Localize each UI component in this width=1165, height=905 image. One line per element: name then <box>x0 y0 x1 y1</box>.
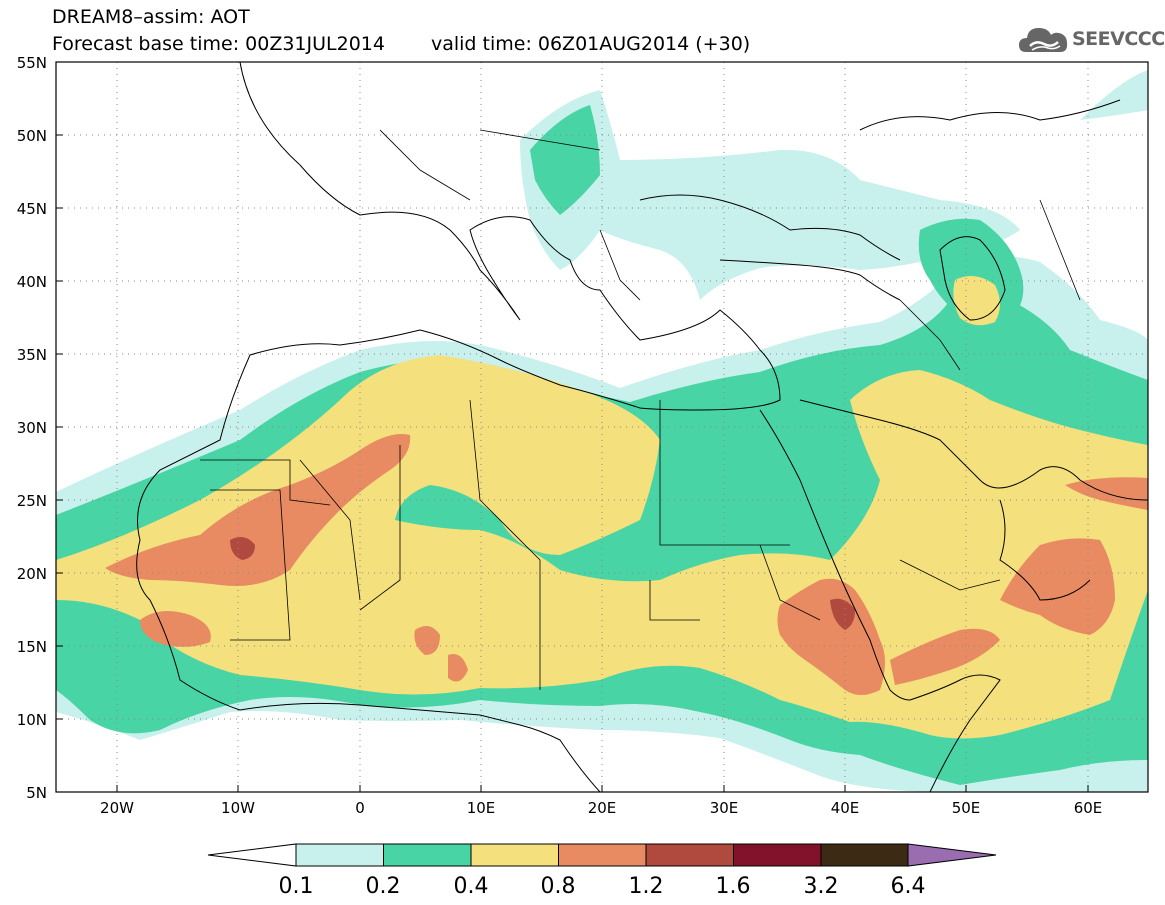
colorbar-box <box>470 843 559 867</box>
lat-label: 20N <box>17 565 47 583</box>
colorbar-label: 1.6 <box>716 874 751 899</box>
colorbar-box <box>383 843 472 867</box>
aot-level-1-2-mauritania <box>230 536 255 560</box>
colorbar-label: 0.8 <box>541 874 576 899</box>
lat-label: 30N <box>17 419 47 437</box>
lat-label: 40N <box>17 273 47 291</box>
aot-field <box>56 62 1148 792</box>
lon-label: 40E <box>831 799 860 817</box>
lon-label: 20W <box>100 799 134 817</box>
lat-label: 45N <box>17 200 47 218</box>
tick-marks <box>56 134 1089 792</box>
graticule <box>56 62 1148 792</box>
colorbar-label: 0.2 <box>366 874 401 899</box>
aot-level-0-8-small1 <box>414 626 440 655</box>
colorbar-label: 0.1 <box>279 874 314 899</box>
aot-level-0-8-small2 <box>448 654 468 682</box>
logo-text: SEEVCCC <box>1072 28 1165 50</box>
base-time: Forecast base time: 00Z31JUL2014 <box>52 33 385 55</box>
colorbar-box <box>733 843 822 867</box>
lon-label: 60E <box>1074 799 1103 817</box>
lat-label: 5N <box>26 784 47 802</box>
colorbar-box <box>820 843 909 867</box>
seevccc-logo: SEEVCCC <box>1018 22 1165 56</box>
lon-label: 50E <box>952 799 981 817</box>
lat-label: 55N <box>17 54 47 72</box>
aot-level-1-2-sudan <box>830 598 855 630</box>
coastlines <box>136 62 1148 792</box>
colorbar-label: 6.4 <box>891 874 926 899</box>
lon-labels: 20W 10W 0 10E 20E 30E 40E 50E 60E <box>100 799 1102 817</box>
colorbar-box <box>645 843 734 867</box>
colorbar-under-triangle <box>207 843 297 867</box>
aot-level-0-8-west <box>140 611 211 647</box>
cloud-icon <box>1019 28 1068 52</box>
aot-level-0-2-europe <box>530 105 600 215</box>
aot-level-0-8-yemen <box>890 628 1000 685</box>
colorbar-box <box>558 843 647 867</box>
lat-label: 35N <box>17 346 47 364</box>
lon-label: 0 <box>355 799 365 817</box>
map-subtitle: Forecast base time: 00Z31JUL2014 valid ti… <box>52 33 750 55</box>
colorbar-label: 3.2 <box>804 874 839 899</box>
lat-label: 15N <box>17 638 47 656</box>
lon-label: 10W <box>221 799 255 817</box>
colorbar-labels: 0.1 0.2 0.4 0.8 1.2 1.6 3.2 6.4 <box>279 874 926 899</box>
lat-label: 50N <box>17 127 47 145</box>
colorbar-box <box>295 843 384 867</box>
aot-level-0-1-europe <box>520 90 1020 300</box>
lon-label: 30E <box>710 799 739 817</box>
lon-label: 20E <box>588 799 617 817</box>
aot-level-0-8-sudan <box>777 578 885 695</box>
colorbar-label: 0.4 <box>454 874 489 899</box>
borders <box>200 129 1081 690</box>
colorbar-label: 1.2 <box>629 874 664 899</box>
aot-level-0-8-arabia <box>1000 538 1115 635</box>
colorbar-boxes <box>295 843 909 867</box>
lat-labels: 55N 50N 45N 40N 35N 30N 25N 20N 15N 10N … <box>17 54 47 802</box>
lon-label: 10E <box>467 799 496 817</box>
colorbar-over-triangle <box>907 843 997 867</box>
colorbar: 0.1 0.2 0.4 0.8 1.2 1.6 3.2 6.4 <box>207 843 997 899</box>
valid-time: valid time: 06Z01AUG2014 (+30) <box>430 33 751 55</box>
aot-level-0-4-caspian <box>953 276 1000 326</box>
lat-label: 25N <box>17 492 47 510</box>
lat-label: 10N <box>17 711 47 729</box>
aot-level-0-8-sahara <box>105 434 411 586</box>
map-title: DREAM8–assim: AOT <box>52 6 250 28</box>
